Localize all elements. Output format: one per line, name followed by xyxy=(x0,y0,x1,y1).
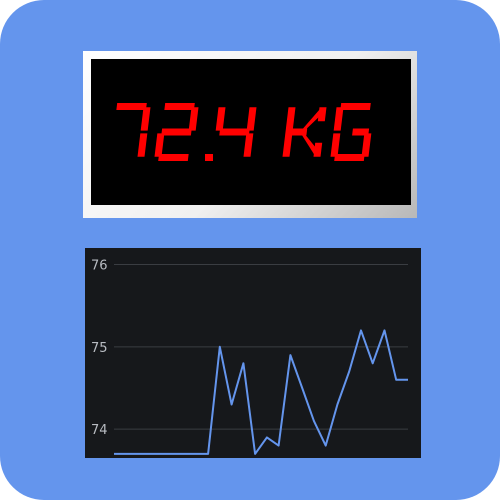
chart-gridlines xyxy=(114,263,408,430)
segment xyxy=(313,142,323,157)
decimal-point-segment xyxy=(205,154,213,161)
readout-glyph-g xyxy=(330,103,372,161)
segment-e xyxy=(154,133,165,157)
segment xyxy=(289,128,308,136)
weight-readout xyxy=(116,103,372,161)
weight-chart-svg: 74 75 76 xyxy=(91,258,409,455)
readout-glyph-k xyxy=(282,107,327,157)
segment-a xyxy=(340,103,371,110)
y-tick-label-75: 75 xyxy=(91,341,108,356)
segment-f xyxy=(215,107,226,131)
segment xyxy=(317,107,327,122)
scale-display-frame xyxy=(83,51,417,218)
segment-b xyxy=(246,107,257,131)
readout-glyph-4 xyxy=(215,107,257,157)
segment-a xyxy=(164,103,195,110)
y-tick-label-74: 74 xyxy=(91,423,108,438)
scale-display-screen xyxy=(91,59,411,205)
series-line-weight xyxy=(114,329,408,455)
segment-d xyxy=(334,154,365,161)
readout-glyph-7 xyxy=(116,103,151,157)
segment-g xyxy=(219,128,250,136)
segment-a xyxy=(116,103,147,110)
segment-c xyxy=(361,133,372,157)
y-tick-label-76: 76 xyxy=(91,258,108,273)
segment-c xyxy=(243,133,254,157)
segment-b xyxy=(188,107,199,131)
segment xyxy=(282,107,296,157)
segment-c xyxy=(137,133,148,157)
segment-g xyxy=(161,128,192,136)
segment-e xyxy=(330,133,341,157)
segment-d xyxy=(158,154,189,161)
segment-g-inner xyxy=(352,128,370,136)
weight-history-chart: 74 75 76 xyxy=(85,248,421,458)
segment-f xyxy=(333,107,344,131)
chart-y-tick-labels: 74 75 76 xyxy=(91,258,108,438)
segment-b xyxy=(140,107,151,131)
readout-glyph-2 xyxy=(154,103,199,161)
chart-series xyxy=(113,329,409,455)
seven-segment-digits xyxy=(116,103,372,161)
